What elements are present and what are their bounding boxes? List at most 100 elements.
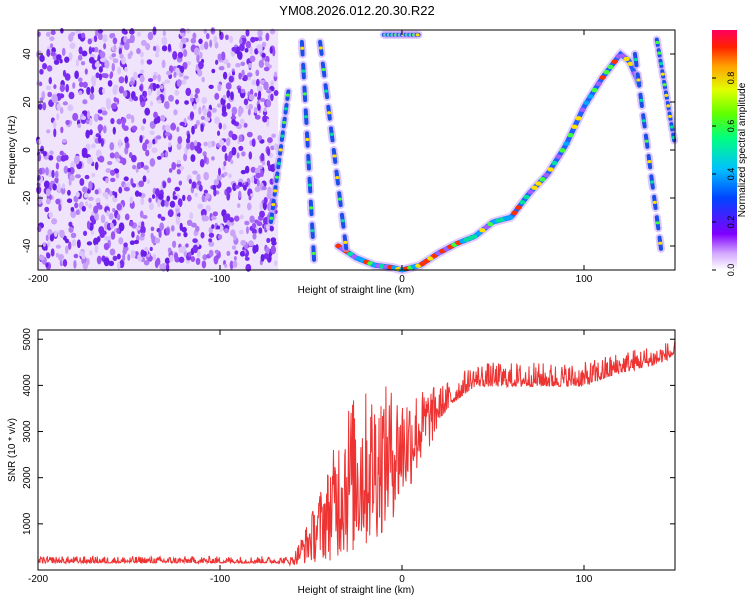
main-trace-blob [523, 194, 530, 200]
noise-speckle [228, 75, 234, 83]
noise-speckle [109, 72, 113, 80]
noise-speckle [257, 135, 263, 141]
aliased-trace-blob [273, 189, 278, 193]
noise-speckle [201, 96, 208, 104]
noise-speckle [56, 103, 61, 111]
noise-speckle [54, 170, 59, 179]
aliased-trace-blob [278, 148, 283, 152]
noise-speckle [216, 103, 223, 108]
colorbar: 0.0 0.2 0.4 0.6 0.8 Normalized spectral ampl… [712, 30, 748, 276]
noise-speckle [98, 66, 103, 73]
main-trace-blob [511, 210, 518, 216]
noise-speckle [218, 139, 225, 146]
noise-speckle [70, 232, 77, 239]
noise-speckle [173, 252, 179, 261]
noise-speckle [190, 93, 194, 99]
noise-speckle [113, 97, 118, 103]
noise-speckle [173, 71, 177, 78]
noise-speckle [91, 47, 95, 53]
noise-speckle [103, 73, 109, 79]
noise-speckle [230, 115, 237, 121]
noise-speckle [248, 151, 253, 160]
noise-speckle [223, 171, 228, 177]
noise-speckle [115, 172, 120, 179]
noise-speckle [108, 212, 114, 220]
noise-speckle [154, 259, 159, 269]
noise-speckle [96, 236, 101, 243]
noise-speckle [65, 245, 69, 254]
noise-speckle [164, 131, 171, 137]
noise-speckle [85, 143, 91, 151]
noise-speckle [103, 242, 110, 251]
noise-speckle [248, 195, 252, 201]
noise-speckle [55, 162, 60, 170]
noise-speckle [67, 104, 74, 112]
noise-speckle [105, 168, 112, 173]
noise-speckle [155, 135, 162, 140]
noise-speckle [67, 241, 72, 250]
aliased-trace-blob [274, 175, 279, 179]
noise-speckle [168, 94, 174, 102]
noise-speckle [129, 196, 134, 204]
noise-speckle [193, 103, 197, 110]
noise-speckle [78, 250, 85, 257]
noise-speckle [144, 107, 151, 116]
noise-speckle [123, 90, 128, 97]
noise-speckle [85, 119, 91, 125]
noise-speckle [91, 172, 96, 178]
noise-speckle [257, 29, 263, 38]
noise-speckle [45, 31, 51, 37]
noise-speckle [217, 53, 222, 61]
noise-speckle [73, 259, 77, 269]
noise-speckle [214, 41, 219, 49]
noise-speckle [213, 179, 219, 186]
noise-speckle [109, 152, 115, 159]
noise-speckle [239, 250, 245, 257]
noise-speckle [131, 183, 137, 188]
snr-plot-area [38, 330, 675, 570]
noise-speckle [260, 152, 265, 162]
aliased-trace-blob [302, 92, 307, 96]
noise-speckle [45, 166, 49, 176]
noise-speckle [200, 208, 207, 217]
noise-speckle [55, 244, 61, 249]
noise-speckle [234, 250, 239, 255]
noise-speckle [86, 241, 93, 246]
noise-speckle [98, 116, 103, 121]
noise-speckle [197, 180, 202, 186]
noise-speckle [263, 107, 267, 113]
noise-speckle [270, 237, 277, 243]
noise-speckle [46, 129, 51, 134]
noise-speckle [163, 101, 169, 109]
snr-series-line [37, 339, 676, 567]
noise-speckle [52, 120, 57, 129]
main-trace-blob [423, 258, 430, 264]
noise-speckle [101, 110, 108, 116]
noise-speckle [74, 202, 79, 209]
noise-speckle [177, 79, 182, 86]
noise-speckle [98, 73, 103, 81]
noise-speckle [199, 51, 203, 59]
noise-speckle [114, 191, 118, 199]
noise-speckle [232, 260, 238, 268]
noise-speckle [223, 160, 227, 167]
noise-speckle [266, 89, 272, 94]
noise-speckle [102, 87, 106, 95]
noise-speckle [47, 240, 51, 248]
noise-speckle [81, 149, 88, 158]
noise-speckle [269, 46, 273, 54]
noise-speckle [144, 139, 150, 145]
noise-speckle [139, 134, 143, 144]
noise-speckle [95, 72, 100, 79]
noise-speckle [165, 70, 172, 76]
noise-speckle [233, 215, 240, 222]
spectrogram-noise-region [35, 26, 279, 272]
spectrogram-x-tick-label: 0 [399, 274, 405, 285]
noise-speckle [106, 101, 111, 110]
noise-speckle [136, 31, 141, 37]
noise-speckle [81, 32, 86, 39]
main-trace-blob [471, 234, 478, 239]
noise-speckle [150, 101, 154, 107]
snr-y-tick-label: 2000 [22, 466, 33, 489]
colorbar-tick-label: 0.2 [726, 216, 736, 229]
